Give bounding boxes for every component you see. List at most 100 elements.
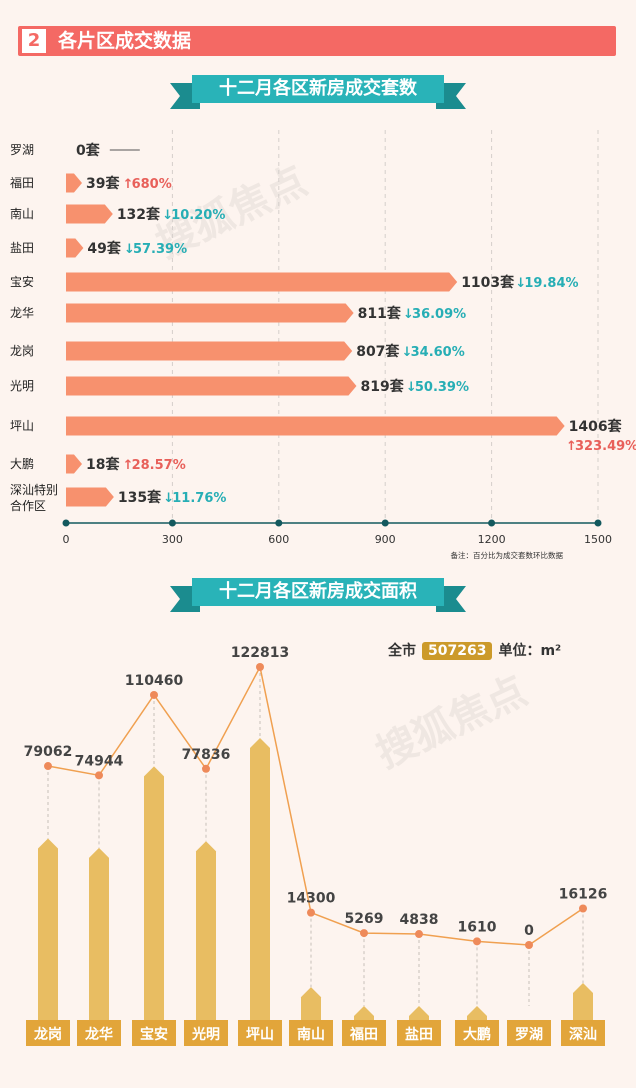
- bar: [196, 841, 216, 1020]
- bar: [66, 341, 353, 361]
- change-label: 50.39%: [415, 380, 469, 395]
- category-label-bg: [26, 1020, 70, 1046]
- change-label: 34.60%: [411, 345, 465, 360]
- category-label: 盐田: [405, 1026, 433, 1043]
- value-label: 39套: [86, 175, 119, 192]
- data-point: [256, 663, 264, 671]
- category-label-bg: [561, 1020, 605, 1046]
- chart1-title: 十二月各区新房成交套数: [192, 75, 444, 103]
- data-point: [95, 771, 103, 780]
- data-point: [360, 929, 368, 938]
- down-arrow-icon: ↓: [403, 307, 414, 322]
- change-label: 10.20%: [171, 208, 225, 223]
- change-label: 680%: [132, 177, 172, 192]
- chart2-title-ribbon: 十二月各区新房成交面积: [170, 578, 466, 612]
- category-label: 合作区: [10, 498, 46, 513]
- bar: [66, 376, 357, 396]
- data-point: [44, 762, 52, 771]
- category-label: 大鹏: [10, 457, 34, 471]
- category-label: 深汕特别: [10, 482, 58, 497]
- value-label: 811套: [358, 305, 401, 322]
- chart-note: 备注：百分比为成交套数环比数据: [451, 550, 564, 560]
- bar: [89, 847, 109, 1020]
- value-label: 49套: [87, 240, 120, 257]
- category-label-bg: [397, 1020, 441, 1046]
- bar: [250, 738, 270, 1020]
- category-label: 南山: [297, 1026, 325, 1043]
- category-label-bg: [184, 1020, 228, 1046]
- x-tick-label: 0: [63, 533, 70, 546]
- bar: [66, 204, 113, 224]
- data-label: 4838: [400, 912, 439, 928]
- up-arrow-icon: ↑: [566, 439, 577, 454]
- bar: [66, 303, 354, 323]
- change-label: 57.39%: [133, 242, 187, 257]
- bar: [66, 416, 565, 436]
- section-header: 2 各片区成交数据: [18, 26, 616, 56]
- category-label-bg: [238, 1020, 282, 1046]
- category-label-bg: [77, 1020, 121, 1046]
- city-total: 全市 507263 单位：m²: [388, 640, 561, 660]
- bar: [144, 766, 164, 1020]
- category-label-bg: [455, 1020, 499, 1046]
- bar: [66, 238, 84, 258]
- value-label: 807套: [356, 343, 399, 360]
- data-point: [473, 937, 481, 946]
- x-tick-label: 300: [162, 533, 183, 546]
- value-label: 0套: [76, 142, 100, 159]
- bar: [467, 1006, 487, 1020]
- change-label: 36.09%: [412, 307, 466, 322]
- category-label: 龙华: [84, 1026, 113, 1043]
- category-label: 宝安: [140, 1026, 168, 1043]
- bar: [66, 272, 458, 292]
- bar: [354, 1006, 374, 1020]
- data-label: 110460: [125, 673, 184, 689]
- category-label: 光明: [10, 379, 34, 393]
- category-label: 罗湖: [10, 142, 34, 157]
- category-label: 坪山: [246, 1027, 274, 1043]
- category-label: 盐田: [10, 241, 34, 255]
- up-arrow-icon: ↑: [123, 177, 134, 192]
- data-point: [415, 930, 423, 939]
- x-tick-label: 900: [375, 533, 396, 546]
- x-tick-label: 1500: [584, 533, 612, 546]
- x-tick-label: 1200: [478, 533, 506, 546]
- category-label-bg: [507, 1020, 551, 1046]
- category-label-bg: [289, 1020, 333, 1046]
- data-label: 0: [524, 923, 534, 939]
- x-tick-dot: [275, 519, 283, 527]
- bar: [409, 1006, 429, 1020]
- data-point: [525, 941, 533, 949]
- value-label: 135套: [118, 489, 161, 506]
- value-label: 1406套: [569, 418, 622, 435]
- bar: [66, 173, 82, 193]
- value-label: 18套: [86, 456, 119, 473]
- category-label: 龙华: [10, 306, 34, 320]
- data-point: [202, 764, 210, 773]
- data-label: 74944: [75, 753, 124, 769]
- bar: [301, 987, 321, 1020]
- category-label: 坪山: [10, 419, 34, 433]
- category-label: 福田: [349, 1026, 378, 1043]
- category-label: 南山: [10, 206, 34, 221]
- bar: [66, 487, 114, 507]
- down-arrow-icon: ↓: [124, 242, 135, 257]
- data-label: 122813: [231, 645, 289, 661]
- section-title: 各片区成交数据: [58, 30, 192, 52]
- change-label: 323.49%: [575, 439, 636, 454]
- x-tick-dot: [594, 519, 602, 527]
- category-label: 龙岗: [10, 344, 34, 358]
- data-label: 79062: [24, 744, 73, 760]
- x-tick-dot: [381, 519, 389, 527]
- chart1-title-ribbon: 十二月各区新房成交套数: [170, 75, 466, 109]
- down-arrow-icon: ↓: [163, 491, 174, 506]
- data-point: [579, 904, 587, 913]
- category-label: 龙岗: [33, 1026, 62, 1043]
- down-arrow-icon: ↓: [515, 276, 526, 291]
- data-label: 5269: [345, 911, 384, 927]
- value-label: 1103套: [461, 274, 514, 291]
- category-label: 福田: [10, 175, 34, 190]
- bar: [38, 838, 58, 1020]
